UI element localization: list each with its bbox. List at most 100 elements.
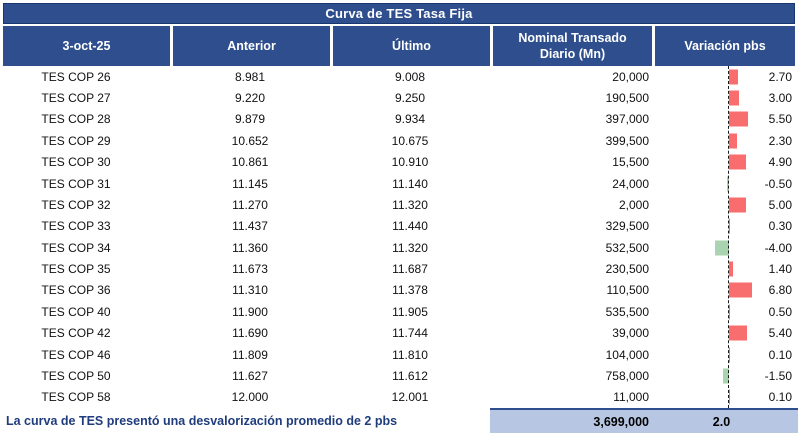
variacion-cell: 2.30: [655, 130, 798, 151]
table-footer: La curva de TES presentó una desvaloriza…: [0, 408, 798, 433]
table-row: TES COP 42 11.690 11.744 39,000 5.40: [0, 323, 798, 344]
variacion-value: 2.30: [768, 133, 792, 148]
column-header-variacion: Variación pbs: [655, 26, 795, 66]
variacion-cell: 0.50: [655, 301, 798, 322]
variation-bar: [726, 176, 729, 192]
report-title: Curva de TES Tasa Fija: [3, 3, 795, 24]
bond-name: TES COP 50: [41, 368, 111, 383]
variation-bar: [728, 197, 746, 213]
table-row: TES COP 28 9.879 9.934 397,000 5.50: [0, 109, 798, 130]
variation-bar: [728, 111, 748, 127]
nominal-total: 3,699,000: [593, 414, 649, 429]
variacion-value: 0.10: [768, 347, 792, 362]
bond-name: TES COP 28: [41, 112, 111, 127]
ultimo-value: 11.440: [392, 219, 428, 234]
ultimo-value: 10.675: [391, 133, 429, 148]
bond-name: TES COP 46: [41, 347, 111, 362]
table-row: TES COP 30 10.861 10.910 15,500 4.90: [0, 152, 798, 173]
table-row: TES COP 50 11.627 11.612 758,000 -1.50: [0, 365, 798, 386]
variacion-value: 2.70: [768, 69, 792, 84]
ultimo-value: 11.320: [392, 197, 428, 212]
ultimo-value: 11.810: [392, 347, 428, 362]
bond-name: TES COP 35: [41, 262, 111, 277]
variation-bar: [728, 218, 730, 234]
nominal-value: 329,500: [605, 219, 649, 234]
anterior-value: 11.360: [232, 240, 268, 255]
variacion-cell: 0.10: [655, 344, 798, 365]
variacion-average: 2.0: [712, 414, 731, 429]
nominal-value: 399,500: [605, 133, 649, 148]
variacion-cell: 1.40: [655, 258, 798, 279]
table-row: TES COP 46 11.809 11.810 104,000 0.10: [0, 344, 798, 365]
anterior-value: 10.652: [231, 133, 269, 148]
nominal-value: 104,000: [605, 347, 649, 362]
nominal-value: 39,000: [612, 326, 649, 341]
ultimo-value: 9.008: [394, 69, 426, 84]
bond-name: TES COP 29: [41, 133, 111, 148]
ultimo-value: 11.612: [392, 368, 428, 383]
variacion-value: 0.50: [768, 304, 792, 319]
bond-name: TES COP 58: [41, 390, 111, 405]
nominal-value: 758,000: [605, 368, 649, 383]
bond-name: TES COP 42: [41, 326, 111, 341]
table-header: 3-oct-25 Anterior Último Nominal Transad…: [3, 26, 795, 66]
bond-name: TES COP 33: [41, 219, 111, 234]
variation-bar: [723, 368, 729, 384]
table-row: TES COP 34 11.360 11.320 532,500 -4.00: [0, 237, 798, 258]
variacion-cell: 4.90: [655, 152, 798, 173]
variation-bar: [728, 133, 737, 149]
ultimo-value: 11.140: [392, 176, 428, 191]
bond-name: TES COP 32: [41, 197, 111, 212]
table-row: TES COP 36 11.310 11.378 110,500 6.80: [0, 280, 798, 301]
variacion-value: 4.90: [768, 155, 792, 170]
ultimo-value: 12.001: [391, 390, 429, 405]
variacion-value: 5.50: [768, 112, 792, 127]
variacion-cell: -0.50: [655, 173, 798, 194]
anterior-value: 11.809: [232, 347, 268, 362]
nominal-value: 230,500: [605, 262, 649, 277]
variacion-cell: 5.00: [655, 194, 798, 215]
nominal-value: 11,000: [613, 390, 649, 405]
nominal-value: 15,500: [612, 155, 649, 170]
column-header-date: 3-oct-25: [3, 26, 170, 66]
anterior-value: 12.000: [231, 390, 269, 405]
variacion-value: 1.40: [768, 262, 792, 277]
table-row: TES COP 31 11.145 11.140 24,000 -0.50: [0, 173, 798, 194]
bond-name: TES COP 26: [41, 69, 111, 84]
table-row: TES COP 35 11.673 11.687 230,500 1.40: [0, 258, 798, 279]
ultimo-value: 11.905: [392, 304, 428, 319]
anterior-value: 11.690: [232, 326, 268, 341]
variacion-cell: 0.10: [655, 387, 798, 408]
variacion-value: 5.40: [768, 326, 792, 341]
variacion-cell: 3.00: [655, 87, 798, 108]
variation-bar: [728, 90, 739, 106]
variation-bar: [714, 240, 729, 256]
anterior-value: 9.879: [234, 112, 266, 127]
bond-name: TES COP 30: [41, 155, 111, 170]
variacion-value: 0.10: [768, 390, 792, 405]
nominal-value: 110,500: [606, 283, 650, 298]
variacion-value: -0.50: [764, 176, 792, 191]
ultimo-value: 11.320: [392, 240, 428, 255]
table-row: TES COP 58 12.000 12.001 11,000 0.10: [0, 387, 798, 408]
nominal-value: 532,500: [605, 240, 649, 255]
zero-axis-dashed-line: [728, 66, 729, 408]
variation-bar: [728, 282, 753, 298]
bond-name: TES COP 40: [41, 304, 111, 319]
ultimo-value: 9.934: [394, 112, 426, 127]
column-header-anterior: Anterior: [173, 26, 330, 66]
nominal-value: 20,000: [612, 69, 649, 84]
ultimo-value: 9.250: [394, 91, 426, 106]
table-row: TES COP 33 11.437 11.440 329,500 0.30: [0, 216, 798, 237]
summary-text: La curva de TES presentó una desvaloriza…: [6, 413, 398, 428]
column-header-ultimo: Último: [333, 26, 490, 66]
anterior-value: 11.270: [232, 197, 268, 212]
totals-cell: 3,699,000 2.0: [490, 408, 798, 433]
variation-bar: [728, 69, 738, 85]
column-header-nominal: Nominal Transado Diario (Mn): [493, 26, 652, 66]
nominal-value: 397,000: [605, 112, 649, 127]
table-row: TES COP 26 8.981 9.008 20,000 2.70: [0, 66, 798, 87]
bond-name: TES COP 34: [41, 240, 111, 255]
table-body: TES COP 26 8.981 9.008 20,000 2.70 TES C…: [0, 66, 798, 408]
